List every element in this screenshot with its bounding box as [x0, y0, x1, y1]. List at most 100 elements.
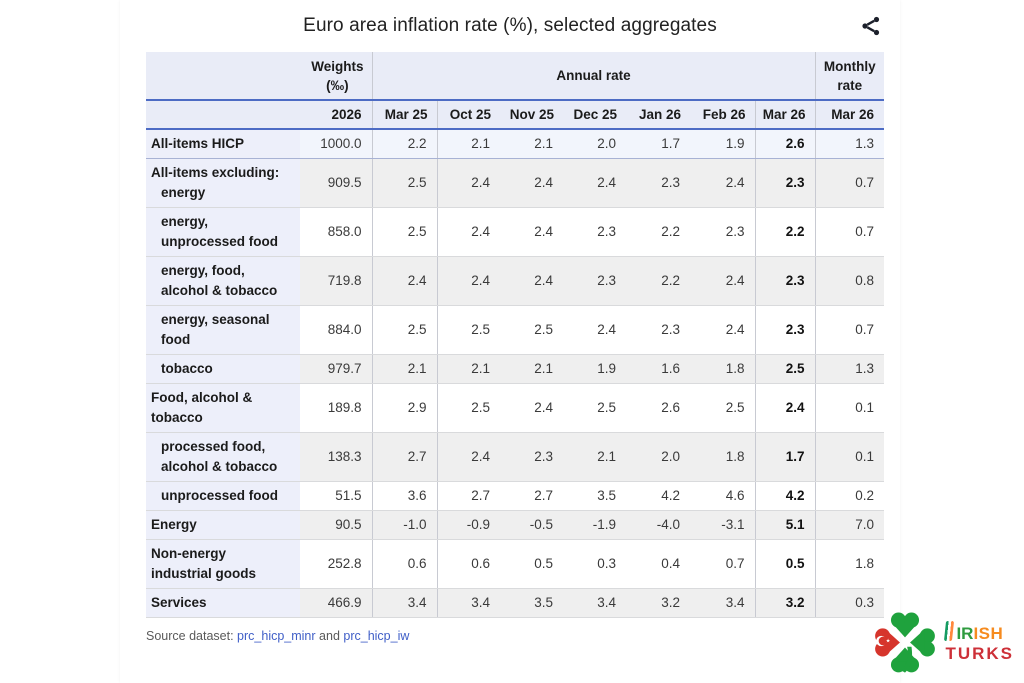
monthly-value-cell: 7.0	[815, 510, 885, 540]
annual-value-cell: 1.8	[690, 432, 756, 482]
weights-unit: (‰)	[326, 77, 349, 93]
annual-value-cell: -0.5	[500, 510, 564, 540]
annual-value-cell: -4.0	[626, 510, 691, 540]
period-header-oct-25: Oct 25	[437, 100, 501, 130]
annual-value-cell: 5.1	[755, 510, 816, 540]
annual-value-cell: 2.5	[690, 383, 756, 433]
annual-value-cell: 2.4	[500, 207, 564, 257]
weight-cell: 189.8	[300, 383, 373, 433]
annual-value-cell: 3.4	[690, 588, 756, 618]
annual-value-cell: 2.2	[372, 129, 438, 159]
annual-value-cell: 2.1	[563, 432, 627, 482]
annual-value-cell: 2.4	[563, 158, 627, 208]
share-icon	[862, 16, 880, 36]
table-row: processed food, alcohol & tobacco 138.3 2.7…	[146, 432, 885, 482]
table-row: Non-energy industrial goods 252.8 0.6 0.6 0.5…	[146, 539, 885, 589]
annual-value-cell: 0.7	[690, 539, 756, 589]
annual-value-cell: 1.9	[690, 129, 756, 159]
table-row: unprocessed food 51.5 3.6 2.7 2.7 3.5 4.2 4.6 4.…	[146, 481, 885, 511]
annual-value-cell: 2.5	[437, 305, 501, 355]
annual-value-cell: 2.1	[500, 354, 564, 384]
annual-value-cell: 1.6	[626, 354, 691, 384]
table-body: All-items HICP 1000.0 2.2 2.1 2.1 2.0 1.7 1.9 2.…	[146, 129, 885, 618]
annual-value-cell: 3.6	[372, 481, 438, 511]
source-and: and	[319, 629, 340, 643]
annual-value-cell: 2.4	[690, 158, 756, 208]
source-dataset-row: Source dataset: prc_hicp_minr and prc_hi…	[146, 629, 900, 643]
annual-value-cell: 2.4	[437, 432, 501, 482]
annual-value-cell: 1.7	[755, 432, 816, 482]
monthly-value-cell: 0.1	[815, 432, 885, 482]
annual-value-cell: 2.3	[755, 305, 816, 355]
source-link-prc-hicp-iw[interactable]: prc_hicp_iw	[343, 629, 410, 643]
annual-rate-header: Annual rate	[372, 52, 816, 101]
table-header-periods: 2026 Mar 25 Oct 25 Nov 25 Dec 25 Jan 26 Feb 2…	[146, 100, 885, 130]
table-row: All-items HICP 1000.0 2.2 2.1 2.1 2.0 1.7 1.9 2.…	[146, 129, 885, 159]
annual-value-cell: 2.3	[690, 207, 756, 257]
inflation-table: Weights (‰) Annual rate Monthly rate 202…	[146, 52, 885, 618]
period-header-nov-25: Nov 25	[500, 100, 564, 130]
annual-value-cell: 2.5	[372, 158, 438, 208]
annual-value-cell: 0.6	[437, 539, 501, 589]
monthly-value-cell: 0.2	[815, 481, 885, 511]
logo-text-ish: ish	[973, 617, 1004, 645]
row-label-cell: unprocessed food	[146, 481, 300, 511]
source-link-prc-hicp-minr[interactable]: prc_hicp_minr	[237, 629, 316, 643]
annual-value-cell: 2.4	[372, 256, 438, 306]
weight-cell: 884.0	[300, 305, 373, 355]
monthly-value-cell: 0.7	[815, 305, 885, 355]
monthly-value-cell: 1.3	[815, 129, 885, 159]
annual-value-cell: 2.0	[626, 432, 691, 482]
annual-value-cell: 0.4	[626, 539, 691, 589]
table-row: tobacco 979.7 2.1 2.1 2.1 1.9 1.6 1.8 2.5 1.3	[146, 354, 885, 384]
row-label-cell: processed food, alcohol & tobacco	[146, 432, 300, 482]
logo-text: irish turks	[944, 617, 1014, 663]
annual-value-cell: 2.4	[437, 207, 501, 257]
annual-value-cell: 2.0	[563, 129, 627, 159]
share-button[interactable]	[858, 14, 884, 40]
weight-cell: 252.8	[300, 539, 373, 589]
annual-value-cell: 2.1	[437, 129, 501, 159]
annual-value-cell: 0.6	[372, 539, 438, 589]
logo-text-ir: ir	[956, 617, 974, 645]
annual-value-cell: 3.4	[372, 588, 438, 618]
annual-value-cell: 4.6	[690, 481, 756, 511]
weight-cell: 90.5	[300, 510, 373, 540]
row-label-cell: energy, unprocessed food	[146, 207, 300, 257]
monthly-rate-header: Monthly rate	[815, 52, 885, 101]
weight-cell: 466.9	[300, 588, 373, 618]
weight-cell: 1000.0	[300, 129, 373, 159]
annual-value-cell: 2.2	[626, 256, 691, 306]
weight-cell: 909.5	[300, 158, 373, 208]
monthly-value-cell: 0.3	[815, 588, 885, 618]
row-label-cell: Food, alcohol & tobacco	[146, 383, 300, 433]
annual-value-cell: 2.3	[626, 305, 691, 355]
annual-value-cell: 3.4	[437, 588, 501, 618]
annual-value-cell: 2.9	[372, 383, 438, 433]
monthly-period-header: Mar 26	[815, 100, 885, 130]
annual-value-cell: -0.9	[437, 510, 501, 540]
row-label-cell: energy, food, alcohol & tobacco	[146, 256, 300, 306]
annual-value-cell: 2.4	[437, 256, 501, 306]
weight-cell: 51.5	[300, 481, 373, 511]
row-label-cell: All-items HICP	[146, 129, 300, 159]
annual-value-cell: 2.3	[500, 432, 564, 482]
weight-cell: 979.7	[300, 354, 373, 384]
monthly-value-cell: 0.7	[815, 158, 885, 208]
row-label-cell: All-items excluding: energy	[146, 158, 300, 208]
annual-value-cell: 2.6	[626, 383, 691, 433]
annual-value-cell: 0.5	[755, 539, 816, 589]
table-row: energy, unprocessed food 858.0 2.5 2.4 2.4 2.3…	[146, 207, 885, 257]
annual-value-cell: 3.4	[563, 588, 627, 618]
annual-value-cell: 3.5	[500, 588, 564, 618]
monthly-value-cell: 1.8	[815, 539, 885, 589]
annual-value-cell: 2.7	[500, 481, 564, 511]
row-label-cell: Energy	[146, 510, 300, 540]
monthly-value-cell: 0.7	[815, 207, 885, 257]
annual-value-cell: 2.1	[500, 129, 564, 159]
weights-label: Weights	[311, 58, 364, 74]
period-header-dec-25: Dec 25	[563, 100, 627, 130]
period-header-mar-25: Mar 25	[372, 100, 438, 130]
weight-cell: 719.8	[300, 256, 373, 306]
